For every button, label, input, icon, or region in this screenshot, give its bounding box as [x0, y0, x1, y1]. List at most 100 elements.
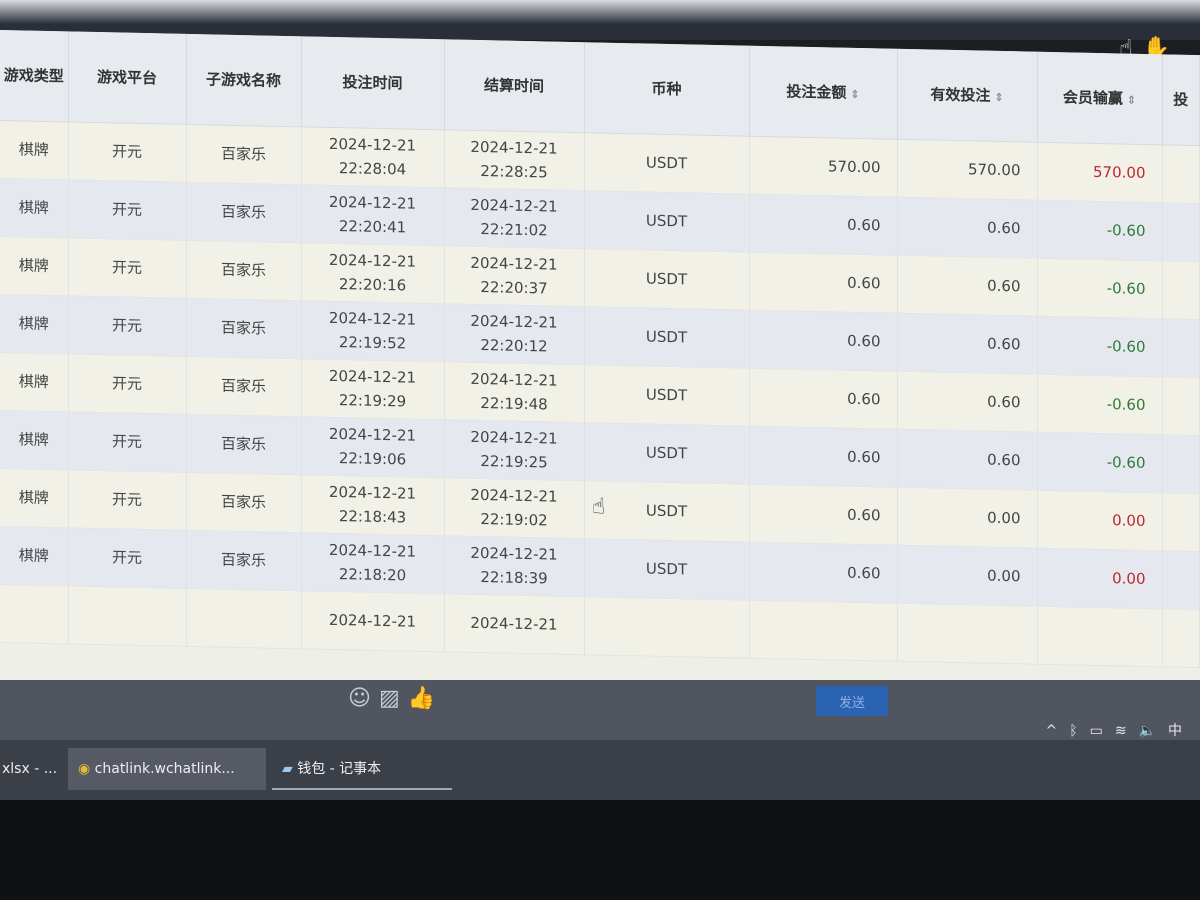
- bet-time: 22:19:06: [338, 449, 407, 469]
- table-cell: 0.00: [897, 486, 1037, 548]
- settle-time: 22:20:12: [480, 336, 548, 356]
- column-header[interactable]: 投注金额 ⇕: [749, 45, 897, 139]
- valid-bet: 0.60: [987, 450, 1021, 470]
- ime-indicator[interactable]: 中: [1168, 723, 1194, 739]
- table-cell: [1037, 605, 1162, 667]
- sort-icon[interactable]: ⇕: [1126, 93, 1137, 108]
- monitor-bezel: [0, 800, 1200, 900]
- image-icon[interactable]: ▨: [378, 686, 408, 711]
- taskbar-item-chrome[interactable]: ◉ chatlink.wchatlink...: [68, 748, 266, 790]
- bet-time: 22:20:16: [338, 275, 407, 295]
- column-header[interactable]: 有效投注 ⇕: [897, 48, 1037, 142]
- table-cell: [1162, 434, 1200, 494]
- thumbs-up-icon[interactable]: 👍: [407, 686, 444, 711]
- table-cell: [1162, 260, 1200, 320]
- smiley-icon[interactable]: ☺: [348, 686, 379, 711]
- bet-amount: 0.60: [847, 505, 881, 525]
- chrome-icon: ◉: [78, 761, 91, 777]
- table-cell: [749, 599, 897, 661]
- table-cell: 570.00: [897, 138, 1037, 200]
- settle-time: 22:28:25: [480, 162, 548, 182]
- bet-amount: 0.60: [847, 331, 881, 351]
- send-button[interactable]: 发送: [816, 686, 888, 716]
- table-cell: 2024-12-21: [444, 593, 584, 655]
- valid-bet: 0.60: [987, 392, 1021, 412]
- table-cell: 0.60: [749, 425, 897, 487]
- table-cell: [1162, 144, 1200, 204]
- table-cell: 开元: [68, 527, 186, 588]
- settle-time: 22:18:39: [480, 568, 548, 588]
- table-cell: 棋牌: [0, 526, 68, 586]
- bet-date: 2024-12-21: [328, 134, 417, 155]
- table-cell: 棋牌: [0, 294, 68, 354]
- currency: USDT: [645, 443, 688, 463]
- table-cell: 棋牌: [0, 120, 68, 180]
- valid-bet: 0.60: [987, 276, 1021, 296]
- column-header: 游戏类型: [0, 30, 68, 122]
- column-header-label: 有效投注: [930, 85, 991, 105]
- table-cell: 2024-12-21 22:19:06: [301, 416, 444, 478]
- member-win-loss: -0.60: [1106, 337, 1146, 356]
- taskbar-item-excel[interactable]: xlsx - ...: [0, 748, 64, 790]
- table-cell: [186, 587, 301, 649]
- sub-game-name: 百家乐: [220, 434, 266, 454]
- column-header: 游戏平台: [68, 31, 186, 124]
- settle-time: 22:21:02: [480, 220, 548, 240]
- table-cell: 2024-12-21: [301, 590, 444, 652]
- volume-icon[interactable]: 🔈: [1138, 723, 1168, 739]
- table-cell: 570.00: [1037, 141, 1162, 203]
- settle-date: 2024-12-21: [470, 613, 558, 634]
- table-cell: 2024-12-21 22:28:04: [301, 126, 444, 188]
- bet-time: 22:20:41: [338, 217, 407, 237]
- chevron-up-icon[interactable]: ^: [1045, 723, 1070, 739]
- game-platform: 开元: [111, 490, 142, 509]
- table-cell: USDT: [584, 306, 749, 368]
- wifi-icon[interactable]: ≋: [1114, 723, 1139, 739]
- settle-date: 2024-12-21: [470, 369, 558, 390]
- bet-records-table: 游戏类型 游戏平台 子游戏名称 投注时间 结算时间 币种 投注金额 ⇕ 有效投注 ⇕ 会员输赢 ⇕ 投 …: [0, 30, 1200, 668]
- table-cell: USDT: [584, 248, 749, 310]
- table-cell: 百家乐: [186, 297, 301, 359]
- table-cell: 0.60: [749, 367, 897, 429]
- settle-date: 2024-12-21: [470, 427, 558, 448]
- taskbar-item-notepad[interactable]: ▰ 钱包 - 记事本: [272, 748, 452, 790]
- column-header: 币种: [584, 42, 749, 136]
- table-cell: 0.60: [897, 370, 1037, 432]
- table-cell: 2024-12-21 22:18:43: [301, 474, 444, 536]
- settle-time: 22:19:02: [480, 510, 548, 530]
- table-cell: 开元: [68, 353, 186, 414]
- task-label: chatlink.wchatlink...: [94, 761, 235, 777]
- table-cell: [897, 602, 1037, 664]
- member-win-loss: 0.00: [1112, 511, 1146, 530]
- game-type: 棋牌: [18, 372, 49, 392]
- bluetooth-icon[interactable]: ᛒ: [1069, 723, 1090, 739]
- table-cell: 百家乐: [186, 123, 301, 185]
- table-cell: 百家乐: [186, 355, 301, 417]
- sub-game-name: 百家乐: [220, 318, 266, 338]
- column-header[interactable]: 会员输赢 ⇕: [1037, 51, 1162, 145]
- settle-date: 2024-12-21: [470, 253, 558, 274]
- battery-icon[interactable]: ▭: [1089, 723, 1115, 739]
- table-cell: 2024-12-21 22:18:39: [444, 535, 584, 597]
- table-cell: [1162, 608, 1200, 668]
- valid-bet: 0.00: [987, 508, 1021, 528]
- valid-bet: 0.60: [987, 218, 1021, 238]
- table-cell: -0.60: [1037, 373, 1162, 435]
- sub-game-name: 百家乐: [220, 260, 266, 280]
- bet-amount: 0.60: [847, 563, 881, 583]
- sort-icon[interactable]: ⇕: [994, 91, 1004, 105]
- game-platform: 开元: [111, 432, 142, 451]
- table-cell: 开元: [68, 411, 186, 472]
- table-cell: 2024-12-21 22:19:48: [444, 361, 584, 423]
- column-header: 结算时间: [444, 39, 584, 133]
- table-cell: 开元: [68, 469, 186, 530]
- game-type: 棋牌: [18, 546, 49, 566]
- currency: USDT: [645, 327, 688, 347]
- table-cell: 0.60: [749, 251, 897, 313]
- table-cell: -0.60: [1037, 257, 1162, 319]
- game-type: 棋牌: [18, 430, 49, 450]
- currency: USDT: [645, 559, 688, 579]
- sort-icon[interactable]: ⇕: [850, 88, 860, 102]
- column-header-label: 结算时间: [483, 76, 544, 96]
- bet-time: 22:19:52: [338, 333, 407, 353]
